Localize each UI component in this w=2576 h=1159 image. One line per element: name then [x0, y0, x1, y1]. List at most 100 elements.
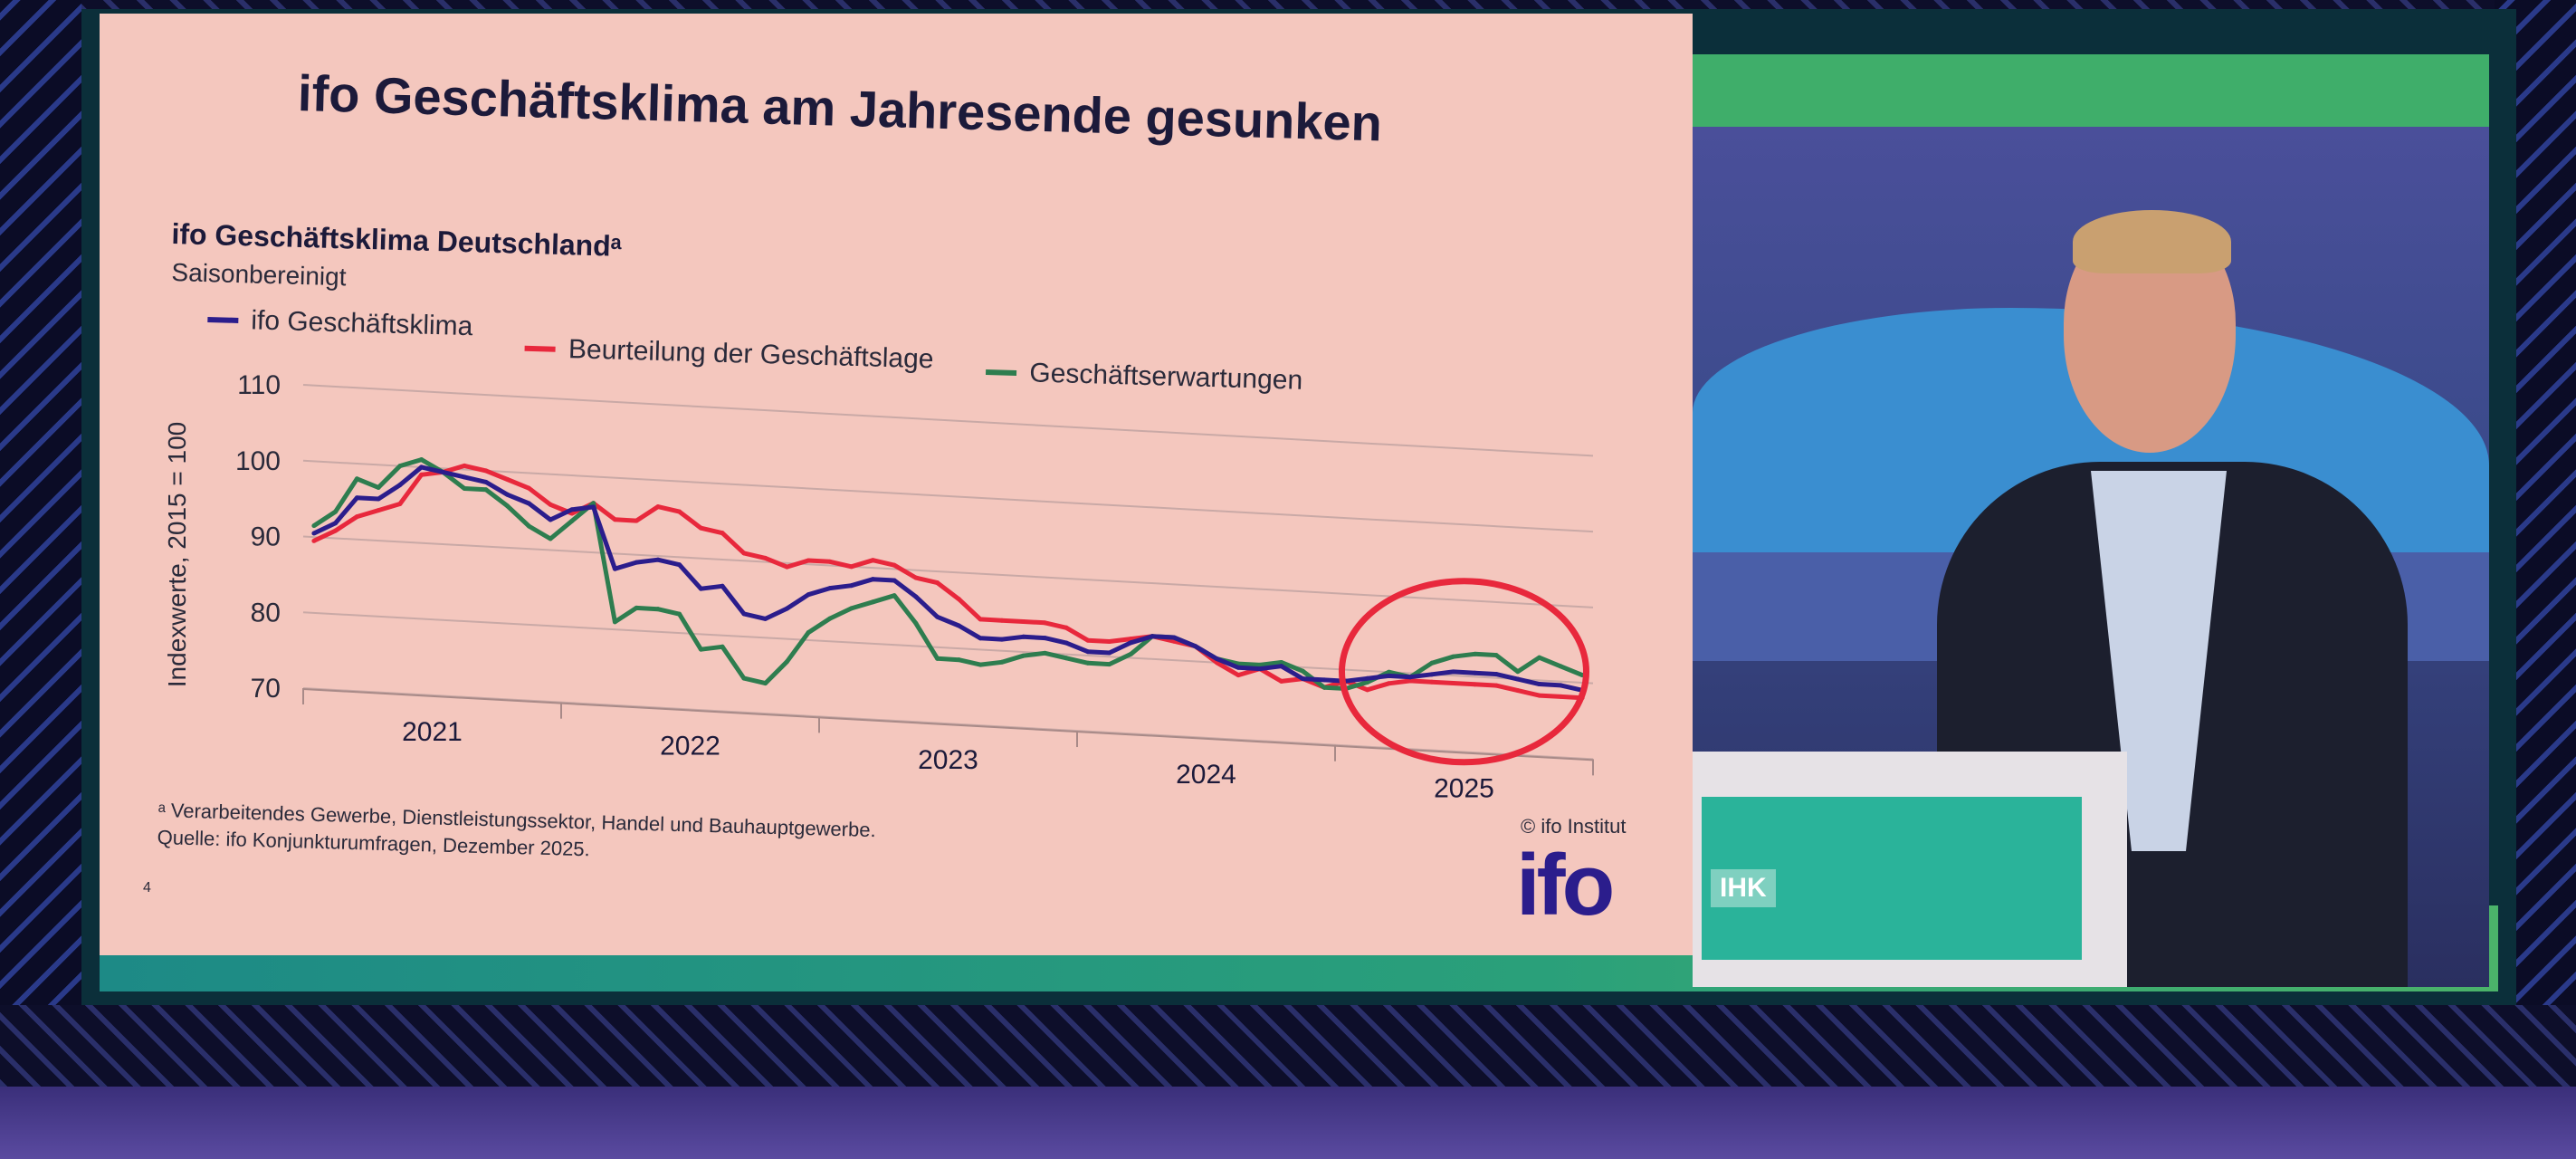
data-point-situation: [892, 562, 897, 568]
data-point-expectations: [1537, 655, 1542, 660]
data-point-expectations: [956, 657, 961, 663]
data-point-situation: [741, 551, 747, 556]
series-line-situation: [312, 463, 1583, 701]
data-point-situation: [1515, 688, 1521, 694]
data-point-climate: [548, 517, 553, 522]
data-point-expectations: [505, 503, 510, 509]
data-point-climate: [978, 636, 983, 641]
data-point-situation: [1365, 687, 1370, 693]
data-point-expectations: [612, 619, 617, 625]
data-point-situation: [1279, 678, 1284, 684]
data-point-climate: [1236, 665, 1241, 670]
data-point-expectations: [978, 662, 983, 667]
x-tick-label: 2024: [1176, 760, 1236, 790]
data-point-expectations: [1279, 659, 1284, 665]
data-point-expectations: [784, 659, 789, 665]
page-number: 4: [143, 880, 151, 896]
stage-truss-left: [0, 0, 81, 1087]
data-point-expectations: [892, 593, 897, 599]
data-point-climate: [1128, 640, 1133, 646]
data-point-situation: [526, 485, 531, 491]
data-point-situation: [849, 564, 854, 570]
series-line-expectations: [312, 457, 1584, 691]
data-point-climate: [655, 557, 661, 562]
data-point-climate: [462, 474, 467, 480]
data-point-climate: [677, 562, 682, 568]
data-point-situation: [827, 559, 833, 564]
data-point-expectations: [1472, 651, 1477, 656]
data-point-situation: [376, 508, 381, 513]
data-point-expectations: [1128, 651, 1133, 656]
data-point-expectations: [1429, 660, 1435, 666]
data-point-situation: [1107, 638, 1112, 644]
data-point-expectations: [1107, 662, 1112, 667]
data-point-situation: [935, 580, 940, 586]
data-point-situation: [462, 463, 467, 468]
data-point-climate: [1537, 682, 1542, 687]
data-point-expectations: [526, 523, 531, 529]
y-tick-label: 110: [237, 370, 281, 400]
data-point-expectations: [1300, 668, 1305, 674]
data-point-situation: [1042, 620, 1047, 626]
data-point-climate: [1193, 644, 1198, 649]
data-point-climate: [1493, 672, 1499, 677]
x-tick-label: 2022: [660, 732, 720, 761]
data-point-situation: [978, 617, 983, 622]
data-point-expectations: [333, 509, 339, 514]
data-point-climate: [1365, 675, 1370, 681]
data-point-situation: [698, 525, 703, 531]
data-point-climate: [935, 614, 940, 619]
data-point-expectations: [935, 656, 940, 661]
x-tick-label: 2021: [402, 717, 463, 747]
data-point-situation: [1236, 673, 1241, 678]
data-point-situation: [548, 502, 553, 507]
data-point-climate: [849, 583, 854, 589]
data-point-expectations: [569, 518, 575, 523]
data-point-climate: [698, 586, 703, 591]
data-point-climate: [569, 507, 575, 512]
data-point-expectations: [397, 464, 403, 469]
data-point-expectations: [1386, 669, 1391, 675]
data-point-climate: [806, 592, 811, 598]
data-point-situation: [333, 528, 339, 533]
data-point-climate: [913, 594, 919, 599]
data-point-expectations: [1042, 650, 1047, 656]
data-point-climate: [612, 566, 617, 571]
data-point-expectations: [591, 501, 596, 506]
data-point-climate: [1257, 666, 1263, 672]
data-point-expectations: [376, 484, 381, 490]
stage-truss-bottom: [0, 1005, 2576, 1087]
speaker-hair: [2073, 210, 2231, 273]
data-point-climate: [440, 469, 445, 474]
data-point-climate: [397, 483, 403, 488]
data-point-situation: [913, 575, 919, 580]
data-point-situation: [655, 504, 661, 510]
data-point-climate: [634, 560, 639, 565]
data-point-expectations: [1493, 653, 1499, 658]
data-point-situation: [354, 514, 359, 520]
data-point-climate: [870, 577, 875, 582]
data-point-climate: [1429, 672, 1435, 677]
data-point-climate: [1064, 640, 1069, 646]
data-point-situation: [1085, 637, 1091, 643]
data-point-climate: [376, 496, 381, 502]
data-point-climate: [784, 606, 789, 611]
data-point-climate: [591, 504, 596, 510]
data-point-expectations: [1085, 660, 1091, 666]
data-point-climate: [1558, 683, 1563, 688]
data-point-situation: [1451, 681, 1456, 686]
data-point-climate: [827, 586, 833, 591]
data-point-climate: [526, 501, 531, 506]
data-point-situation: [999, 618, 1005, 623]
series-line-climate: [312, 465, 1583, 693]
y-tick-label: 80: [251, 598, 281, 627]
data-point-situation: [956, 597, 961, 602]
data-point-situation: [397, 502, 403, 507]
data-point-expectations: [354, 476, 359, 482]
gridline: [302, 459, 1594, 533]
data-point-expectations: [720, 644, 725, 649]
data-point-expectations: [483, 487, 489, 493]
data-point-expectations: [462, 485, 467, 491]
data-point-expectations: [741, 675, 747, 681]
